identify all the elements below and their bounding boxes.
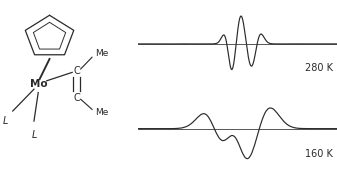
Text: L: L [3,116,8,126]
Text: Me: Me [95,49,108,58]
Text: C: C [73,93,80,103]
Text: L: L [31,130,37,139]
Text: Me: Me [95,108,108,117]
Text: C: C [73,66,80,76]
Text: Mo: Mo [30,79,48,89]
Text: 160 K: 160 K [305,149,333,159]
Text: 280 K: 280 K [305,63,333,73]
